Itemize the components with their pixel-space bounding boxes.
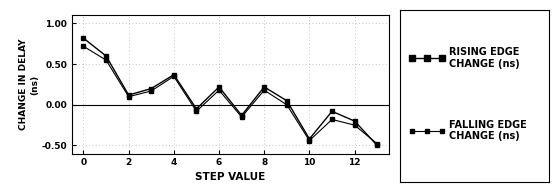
- Text: RISING EDGE
CHANGE (ns): RISING EDGE CHANGE (ns): [449, 47, 520, 69]
- FALLING EDGE
CHANGE (ns): [261, 89, 268, 91]
- RISING EDGE
CHANGE (ns): [148, 87, 154, 90]
- FALLING EDGE
CHANGE (ns): [193, 110, 200, 113]
- FALLING EDGE
CHANGE (ns): [216, 89, 223, 91]
- RISING EDGE
CHANGE (ns): [284, 100, 290, 102]
- RISING EDGE
CHANGE (ns): [329, 110, 335, 113]
- FALLING EDGE
CHANGE (ns): [80, 45, 87, 47]
- RISING EDGE
CHANGE (ns): [238, 114, 245, 117]
- RISING EDGE
CHANGE (ns): [125, 94, 132, 96]
- RISING EDGE
CHANGE (ns): [170, 74, 177, 76]
- Text: FALLING EDGE
CHANGE (ns): FALLING EDGE CHANGE (ns): [449, 120, 527, 141]
- Y-axis label: CHANGE IN DELAY
(ns): CHANGE IN DELAY (ns): [19, 39, 39, 130]
- FALLING EDGE
CHANGE (ns): [329, 118, 335, 121]
- RISING EDGE
CHANGE (ns): [351, 120, 358, 122]
- FALLING EDGE
CHANGE (ns): [148, 90, 154, 92]
- FALLING EDGE
CHANGE (ns): [374, 143, 381, 145]
- FALLING EDGE
CHANGE (ns): [238, 116, 245, 118]
- RISING EDGE
CHANGE (ns): [306, 138, 313, 140]
- FALLING EDGE
CHANGE (ns): [284, 104, 290, 106]
- RISING EDGE
CHANGE (ns): [216, 86, 223, 88]
- FALLING EDGE
CHANGE (ns): [170, 75, 177, 78]
- Line: RISING EDGE
CHANGE (ns): RISING EDGE CHANGE (ns): [81, 36, 380, 148]
- RISING EDGE
CHANGE (ns): [261, 86, 268, 88]
- RISING EDGE
CHANGE (ns): [193, 108, 200, 110]
- FALLING EDGE
CHANGE (ns): [306, 139, 313, 142]
- RISING EDGE
CHANGE (ns): [374, 144, 381, 147]
- FALLING EDGE
CHANGE (ns): [103, 59, 109, 61]
- RISING EDGE
CHANGE (ns): [103, 55, 109, 57]
- X-axis label: STEP VALUE: STEP VALUE: [195, 172, 265, 182]
- RISING EDGE
CHANGE (ns): [80, 37, 87, 39]
- FALLING EDGE
CHANGE (ns): [125, 96, 132, 98]
- FALLING EDGE
CHANGE (ns): [351, 124, 358, 126]
- Line: FALLING EDGE
CHANGE (ns): FALLING EDGE CHANGE (ns): [82, 44, 379, 146]
